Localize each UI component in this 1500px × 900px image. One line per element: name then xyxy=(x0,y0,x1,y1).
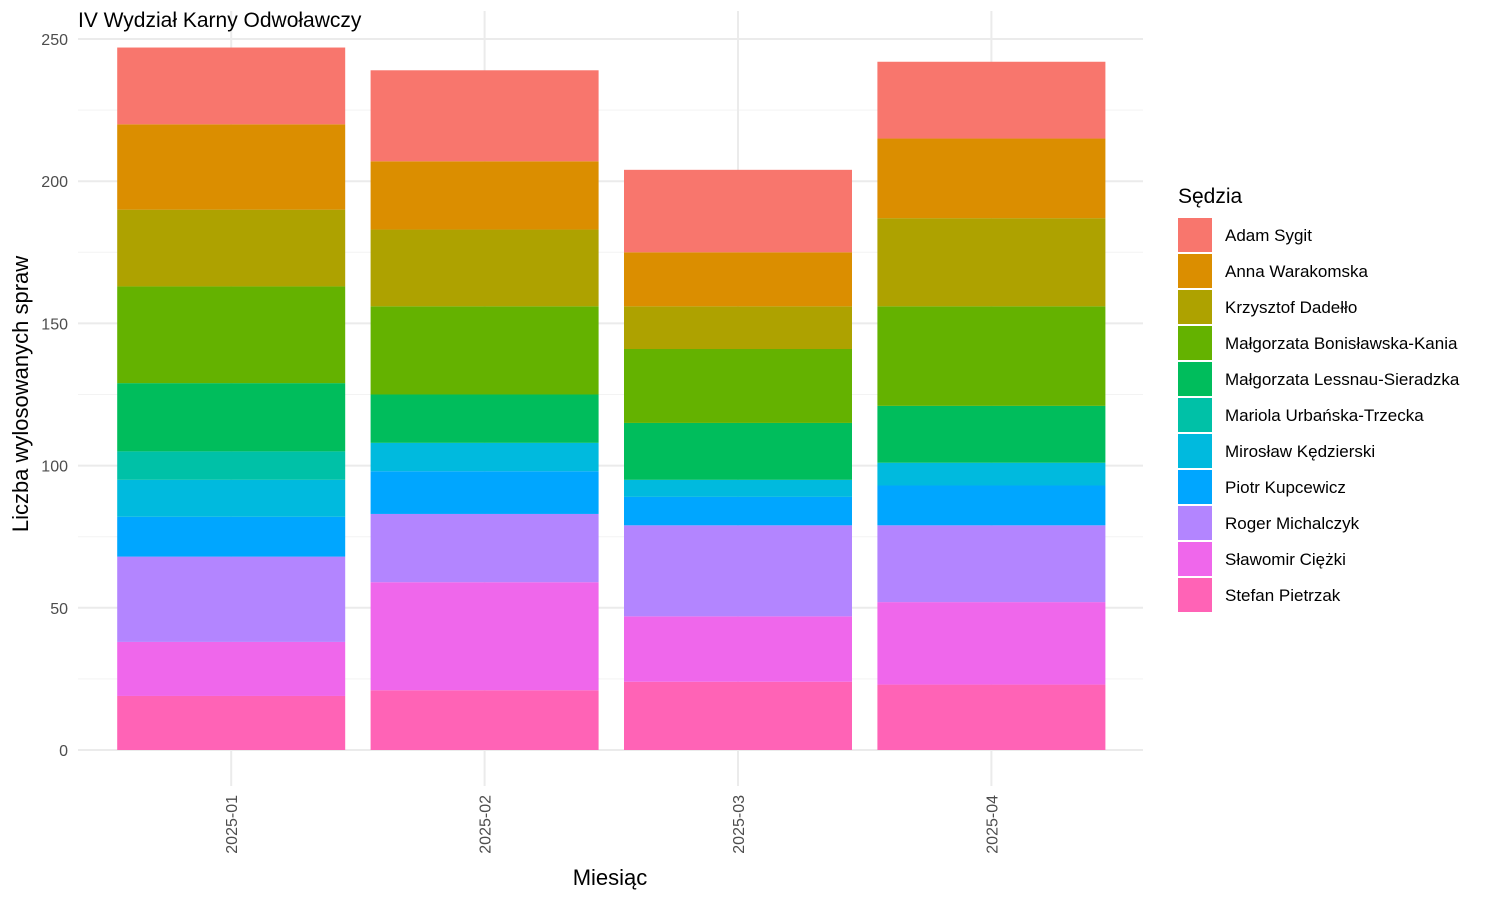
bars-layer: Stefan Pietrzak 2025-01: 19Sławomir Cięż… xyxy=(117,47,1106,750)
x-tick-label: 2025-03 xyxy=(731,795,748,854)
bar-segment: Stefan Pietrzak 2025-04: 23 xyxy=(877,684,1106,750)
bar-segment: Małgorzata Lessnau-Sieradzka 2025-04: 20 xyxy=(877,405,1106,463)
bar-segment: Stefan Pietrzak 2025-03: 24 xyxy=(624,681,852,750)
legend-items: Adam Sygit Anna Warakomska Krzysztof Dadeł… xyxy=(1178,218,1460,612)
bar-segment: Stefan Pietrzak 2025-02: 21 xyxy=(370,690,599,750)
x-tick-label: 2025-02 xyxy=(478,795,495,854)
bar-segment: Piotr Kupcewicz 2025-03: 10 xyxy=(624,496,852,526)
bar-segment: Mirosław Kędzierski 2025-02: 10 xyxy=(370,442,599,472)
legend-key xyxy=(1178,290,1212,324)
bar-segment: Piotr Kupcewicz 2025-04: 14 xyxy=(877,485,1106,526)
bar-segment: Sławomir Ciężki 2025-03: 23 xyxy=(624,616,852,682)
bar-segment: Roger Michalczyk 2025-02: 24 xyxy=(370,513,599,583)
bar-segment: Adam Sygit 2025-03: 29 xyxy=(624,169,852,253)
x-axis-title: Miesiąc xyxy=(573,865,648,890)
legend-label: Adam Sygit xyxy=(1225,226,1312,245)
bar-segment: Małgorzata Lessnau-Sieradzka 2025-01: 24 xyxy=(117,383,346,452)
legend-key xyxy=(1178,542,1212,576)
legend-label: Krzysztof Dadełło xyxy=(1225,298,1357,317)
legend-label: Małgorzata Bonisławska-Kania xyxy=(1225,334,1458,353)
y-axis-ticks: 0 50 100 150 200 250 xyxy=(41,32,68,760)
bar-segment: Sławomir Ciężki 2025-02: 38 xyxy=(370,582,599,691)
bar-segment: Piotr Kupcewicz 2025-02: 15 xyxy=(370,471,599,514)
bar-segment: Mirosław Kędzierski 2025-03: 6 xyxy=(624,479,852,497)
bar-segment: Małgorzata Lessnau-Sieradzka 2025-02: 17 xyxy=(370,394,599,443)
legend-label: Anna Warakomska xyxy=(1225,262,1369,281)
legend-key xyxy=(1178,254,1212,288)
chart-title: IV Wydział Karny Odwoławczy xyxy=(78,9,362,32)
bar-segment: Sławomir Ciężki 2025-04: 29 xyxy=(877,602,1106,685)
bar-segment: Mirosław Kędzierski 2025-04: 8 xyxy=(877,462,1106,486)
bar-segment: Roger Michalczyk 2025-01: 30 xyxy=(117,556,346,642)
legend-key xyxy=(1178,398,1212,432)
y-tick-label: 250 xyxy=(41,32,68,49)
bar-segment: Krzysztof Dadełło 2025-01: 27 xyxy=(117,209,346,287)
legend-label: Sławomir Ciężki xyxy=(1225,550,1346,569)
bar-segment: Małgorzata Bonisławska-Kania 2025-01: 34 xyxy=(117,286,346,384)
bar-segment: Adam Sygit 2025-04: 27 xyxy=(877,61,1106,139)
legend-key xyxy=(1178,434,1212,468)
legend-label: Piotr Kupcewicz xyxy=(1225,478,1346,497)
x-tick-label: 2025-04 xyxy=(984,795,1001,854)
y-tick-label: 50 xyxy=(50,601,68,618)
y-tick-label: 200 xyxy=(41,174,68,191)
bar-segment: Krzysztof Dadełło 2025-04: 31 xyxy=(877,218,1106,307)
y-tick-label: 150 xyxy=(41,316,68,333)
legend-key xyxy=(1178,362,1212,396)
bar-segment: Małgorzata Bonisławska-Kania 2025-04: 35 xyxy=(877,306,1106,406)
bar-segment: Adam Sygit 2025-01: 27 xyxy=(117,47,346,125)
bar-segment: Anna Warakomska 2025-04: 28 xyxy=(877,138,1106,219)
bar-segment: Małgorzata Bonisławska-Kania 2025-03: 26 xyxy=(624,348,852,423)
bar-segment: Piotr Kupcewicz 2025-01: 14 xyxy=(117,516,346,557)
bar-segment: Roger Michalczyk 2025-03: 32 xyxy=(624,525,852,617)
bar-segment: Roger Michalczyk 2025-04: 27 xyxy=(877,525,1106,603)
bar-segment: Anna Warakomska 2025-02: 24 xyxy=(370,161,599,230)
legend-label: Mirosław Kędzierski xyxy=(1225,442,1375,461)
legend-label: Małgorzata Lessnau-Sieradzka xyxy=(1225,370,1460,389)
legend-key xyxy=(1178,326,1212,360)
legend-key xyxy=(1178,578,1212,612)
bar-segment: Adam Sygit 2025-02: 32 xyxy=(370,70,599,162)
y-tick-label: 100 xyxy=(41,459,68,476)
bar-segment: Krzysztof Dadełło 2025-03: 15 xyxy=(624,306,852,349)
legend-key xyxy=(1178,218,1212,252)
bar-segment: Anna Warakomska 2025-01: 30 xyxy=(117,124,346,210)
bar-segment: Sławomir Ciężki 2025-01: 19 xyxy=(117,641,346,696)
legend-label: Roger Michalczyk xyxy=(1225,514,1360,533)
legend: Sędzia Adam Sygit Anna Warakomska Krzyszto… xyxy=(1178,185,1460,612)
bar-segment: Mariola Urbańska-Trzecka 2025-01: 10 xyxy=(117,451,346,480)
legend-label: Mariola Urbańska-Trzecka xyxy=(1225,406,1424,425)
bar-segment: Krzysztof Dadełło 2025-02: 27 xyxy=(370,229,599,307)
legend-key xyxy=(1178,470,1212,504)
legend-key xyxy=(1178,506,1212,540)
y-tick-label: 0 xyxy=(59,743,68,760)
bar-segment: Stefan Pietrzak 2025-01: 19 xyxy=(117,695,346,750)
bar-segment: Mirosław Kędzierski 2025-01: 13 xyxy=(117,479,346,517)
y-axis-title: Liczba wylosowanych spraw xyxy=(8,256,33,532)
legend-title: Sędzia xyxy=(1178,185,1243,208)
bar-segment: Anna Warakomska 2025-03: 19 xyxy=(624,252,852,307)
x-axis-ticks: 2025-01 2025-02 2025-03 2025-04 xyxy=(224,795,1001,854)
legend-label: Stefan Pietrzak xyxy=(1225,586,1341,605)
bar-segment: Małgorzata Lessnau-Sieradzka 2025-03: 20 xyxy=(624,422,852,480)
x-tick-label: 2025-01 xyxy=(224,795,241,854)
bar-segment: Małgorzata Bonisławska-Kania 2025-02: 31 xyxy=(370,306,599,395)
